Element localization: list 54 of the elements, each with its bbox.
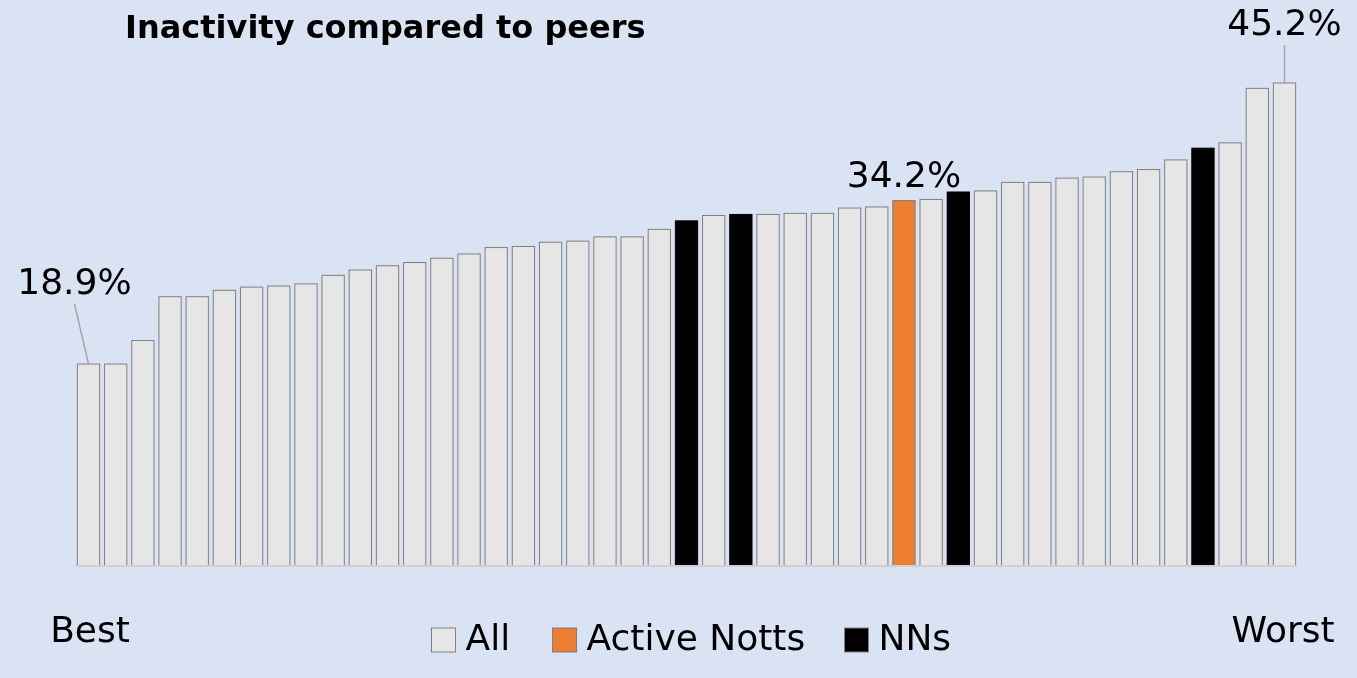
bar [865, 206, 889, 567]
bar [892, 200, 916, 567]
bar [158, 296, 182, 567]
bar [212, 289, 237, 567]
bar [674, 220, 699, 567]
bar [783, 212, 807, 567]
bar [131, 340, 155, 567]
legend-label: All [465, 617, 511, 658]
bar [457, 253, 481, 567]
bar [430, 257, 454, 567]
bar [919, 198, 943, 567]
bar [403, 262, 427, 567]
bar [756, 213, 780, 567]
data-label: 34.2% [846, 153, 962, 195]
bar [620, 236, 644, 567]
bar [973, 190, 998, 567]
bar [185, 296, 209, 567]
bar [511, 245, 536, 567]
bar [294, 283, 318, 567]
bar [647, 228, 671, 567]
bar [1218, 142, 1242, 567]
bar [837, 207, 862, 567]
bar [1136, 169, 1161, 567]
bar [1164, 159, 1188, 567]
text: Worst [1231, 609, 1335, 650]
bar [593, 236, 617, 567]
bar [538, 241, 563, 567]
bar [1272, 82, 1297, 567]
bar [76, 363, 101, 567]
bar [267, 285, 291, 567]
legend-label: NNs [878, 617, 952, 658]
bar [321, 274, 345, 567]
bar [1109, 171, 1134, 567]
bar [702, 215, 726, 567]
legend-label: Active Notts [586, 617, 806, 658]
bar [810, 212, 835, 567]
data-label: 18.9% [17, 261, 132, 303]
bar [1055, 177, 1079, 567]
bar [566, 240, 590, 567]
bar [348, 269, 372, 567]
bar [375, 265, 400, 567]
bar [239, 286, 264, 567]
bar [1001, 181, 1025, 567]
data-label: 45.2% [1227, 2, 1342, 43]
bar [729, 213, 753, 567]
bar [1191, 147, 1215, 567]
text: Best [50, 609, 130, 650]
bar [1245, 87, 1269, 567]
bar [104, 363, 128, 567]
bar [1082, 176, 1106, 567]
chart-title: Inactivity compared to peers [125, 8, 646, 46]
bar [1028, 181, 1052, 567]
bar [484, 247, 508, 567]
bar [946, 191, 970, 567]
